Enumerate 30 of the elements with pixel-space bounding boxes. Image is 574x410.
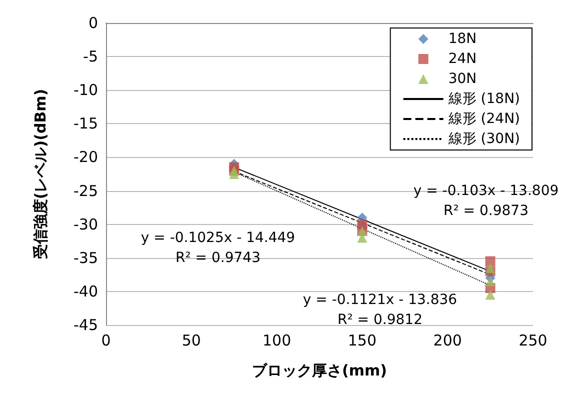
annotation: y = -0.1121x - 13.836 (302, 292, 458, 308)
x-tick-label: 200 (433, 332, 462, 350)
y-tick-label: 0 (88, 14, 98, 32)
x-tick-label: 50 (182, 332, 201, 350)
legend-label: 線形 (24N) (447, 111, 520, 127)
legend-label: 18N (448, 31, 477, 47)
y-tick-label: -10 (74, 81, 98, 100)
annotation: y = -0.1025x - 14.449 (140, 230, 296, 246)
annotation: R² = 0.9812 (338, 312, 422, 328)
x-tick-label: 150 (348, 332, 377, 350)
y-tick-label: -35 (74, 248, 98, 267)
y-tick-label: -30 (74, 215, 98, 234)
y-tick-label: -40 (74, 282, 98, 300)
x-tick-label: 100 (262, 332, 292, 350)
annotation: R² = 0.9743 (176, 250, 260, 266)
y-tick-label: -5 (83, 48, 98, 66)
legend-label: 線形 (18N) (447, 91, 520, 107)
y-axis-title: 受信強度(レベル)(dBm) (32, 88, 50, 260)
y-tick-label: -20 (74, 148, 98, 166)
legend-label: 線形 (30N) (447, 131, 520, 147)
y-tick-label: -45 (74, 316, 98, 334)
x-tick-label: 0 (101, 332, 111, 350)
x-tick-label: 250 (518, 332, 548, 350)
y-tick-label: -25 (74, 182, 98, 200)
x-axis-title: ブロック厚さ(mm) (252, 362, 387, 380)
annotation: R² = 0.9873 (444, 203, 528, 219)
annotation: y = -0.103x - 13.809 (413, 183, 559, 199)
legend-label: 30N (448, 71, 477, 87)
y-tick-label: -15 (74, 114, 98, 133)
legend-label: 24N (448, 51, 477, 67)
